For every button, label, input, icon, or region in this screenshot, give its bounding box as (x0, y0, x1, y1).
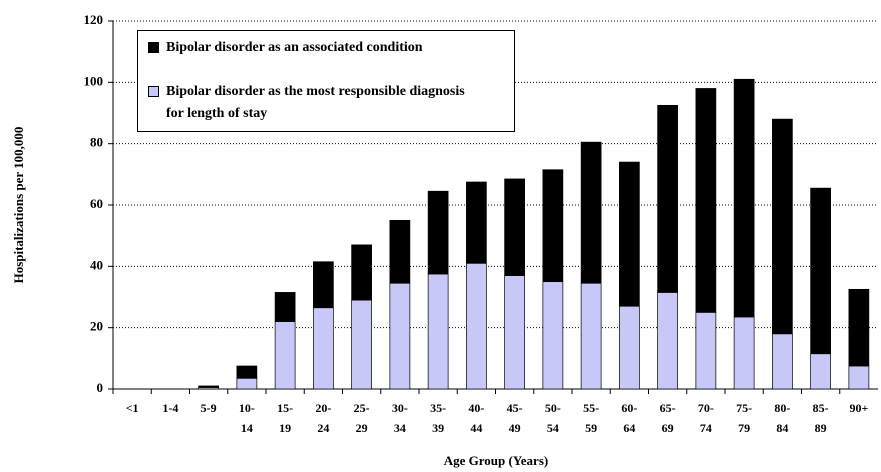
bar-segment (274, 292, 296, 322)
legend-label: Bipolar disorder as an associated condit… (166, 40, 423, 55)
bar-segment (351, 244, 372, 301)
x-tick-label: 70- 74 (697, 401, 714, 435)
legend-label: Bipolar disorder as the most responsible… (166, 84, 465, 121)
bar-segment (619, 161, 640, 307)
x-tick-label: 35- 39 (430, 401, 447, 435)
bar-segment (580, 282, 602, 390)
bar-segment (657, 292, 678, 390)
bar-segment (657, 104, 678, 293)
bar-segment (427, 190, 449, 275)
bar-segment (733, 316, 755, 390)
x-tick-label: 45- 49 (506, 401, 523, 435)
y-tick-label: 80 (90, 135, 103, 150)
y-tick-label: 120 (84, 12, 104, 27)
bar-segment (542, 169, 564, 283)
legend-swatch (148, 86, 159, 97)
bar-segment (848, 288, 870, 367)
x-tick-label: 5-9 (200, 401, 217, 415)
y-tick-label: 60 (90, 196, 103, 211)
x-tick-label: 60- 64 (621, 401, 638, 435)
bar-segment (772, 118, 793, 335)
bar-segment (466, 181, 487, 264)
bar-segment (848, 365, 870, 390)
x-tick-label: 30- 34 (391, 401, 408, 435)
bar-segment (695, 88, 717, 313)
y-tick-label: 20 (90, 319, 103, 334)
x-tick-label: 50- 54 (544, 401, 561, 435)
bar-segment (236, 365, 258, 379)
legend: Bipolar disorder as an associated condit… (137, 30, 515, 132)
y-tick-label: 40 (90, 257, 103, 272)
bar-segment (351, 299, 372, 390)
x-tick-label: 80- 84 (774, 401, 791, 435)
bar-segment (542, 281, 564, 390)
bar-segment (313, 307, 334, 390)
legend-swatch (148, 42, 159, 53)
x-tick-label: 65- 69 (659, 401, 676, 435)
bar-segment (504, 275, 525, 390)
bar-segment (389, 282, 411, 390)
bar-segment (580, 141, 602, 284)
bar-segment (274, 321, 296, 390)
y-axis-title: Hospitalizations per 100,000 (11, 127, 26, 284)
bar-segment (427, 273, 449, 390)
y-tick-label: 0 (97, 380, 104, 395)
x-tick-label: 20- 24 (315, 401, 332, 435)
x-tick-label: 55- 59 (583, 401, 600, 435)
bar-segment (733, 78, 755, 318)
bar-segment (466, 262, 487, 390)
bar-segment (619, 305, 640, 390)
y-tick-label: 100 (84, 73, 104, 88)
x-tick-label: 1-4 (162, 401, 179, 415)
x-tick-label: 25- 29 (353, 401, 370, 435)
bar-segment (695, 311, 717, 390)
bar-segment (313, 261, 334, 309)
bar-segment (236, 377, 258, 390)
x-tick-label: 75- 79 (736, 401, 753, 435)
x-tick-label: 40- 44 (468, 401, 485, 435)
bar-segment (389, 219, 411, 284)
bar-segment (198, 385, 219, 388)
x-tick-label: 85- 89 (812, 401, 829, 435)
bar-segment (504, 178, 525, 276)
bar-segment (772, 333, 793, 390)
x-axis-title: Age Group (Years) (444, 453, 548, 468)
legend-entry: Bipolar disorder as the most responsible… (148, 81, 465, 125)
x-tick-label: 10- 14 (238, 401, 255, 435)
legend-entry: Bipolar disorder as an associated condit… (148, 37, 423, 59)
bar-segment (810, 187, 831, 355)
x-tick-label: 90+ (849, 401, 869, 415)
x-tick-label: <1 (125, 401, 139, 415)
x-tick-label: 15- 19 (277, 401, 294, 435)
bar-segment (810, 353, 831, 390)
